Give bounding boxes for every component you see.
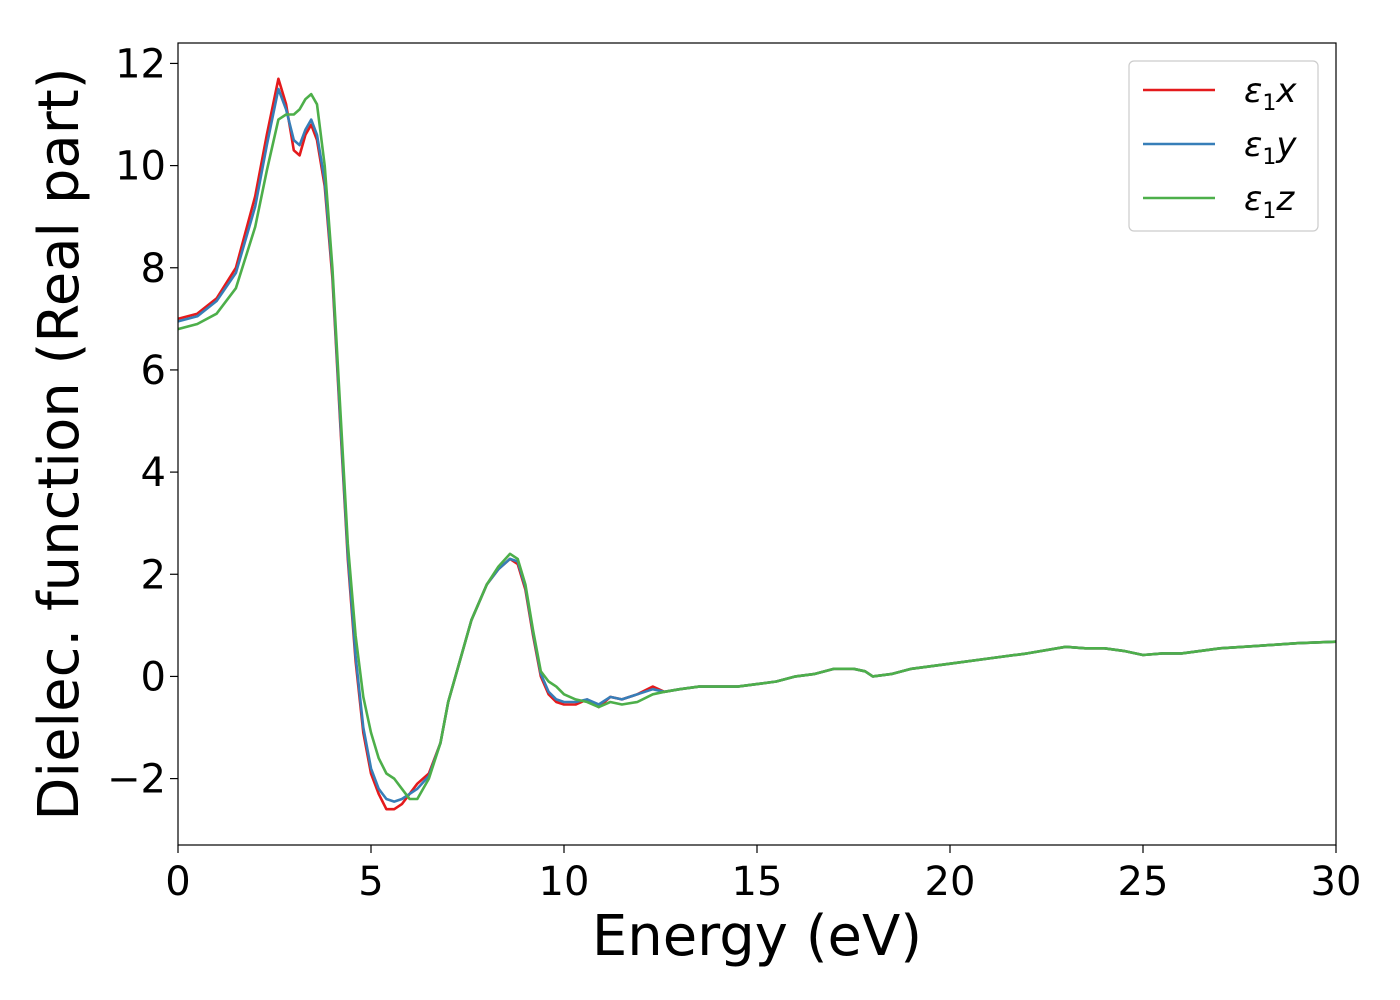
y-tick-label: 12 <box>115 41 166 87</box>
legend-entry-z: ε1z <box>1143 179 1295 224</box>
x-tick-label: 10 <box>539 859 590 905</box>
x-axis-label: Energy (eV) <box>592 904 922 969</box>
x-tick-label: 25 <box>1118 859 1169 905</box>
legend-label: ε1x <box>1244 71 1297 116</box>
legend-entries: ε1x ε1y ε1z <box>1143 71 1297 224</box>
legend-box <box>1128 60 1319 232</box>
legend-label: ε1y <box>1244 125 1297 170</box>
y-tick-label: 2 <box>141 552 166 598</box>
y-tick-label: 8 <box>141 246 166 292</box>
y-axis-label: Dielec. function (Real part) <box>27 67 92 820</box>
y-tick-label: 0 <box>141 654 166 700</box>
ticks-layer: 0 5 10 15 20 25 30 −2 0 2 4 6 8 10 12 <box>107 41 1361 905</box>
legend-label: ε1z <box>1244 179 1295 224</box>
y-tick-label: 4 <box>141 450 166 496</box>
legend-entry-x: ε1x <box>1143 71 1297 116</box>
legend-entry-y: ε1y <box>1143 125 1297 170</box>
x-tick-label: 30 <box>1311 859 1362 905</box>
x-tick-label: 20 <box>925 859 976 905</box>
y-tick-label: −2 <box>107 757 166 803</box>
y-tick-label: 10 <box>115 144 166 190</box>
x-tick-label: 0 <box>165 859 190 905</box>
series-line-z <box>178 92 1336 801</box>
series-layer <box>178 77 1336 811</box>
y-tick-label: 6 <box>141 348 166 394</box>
x-tick-label: 15 <box>732 859 783 905</box>
legend: ε1x ε1y ε1z <box>1128 60 1319 232</box>
x-tick-label: 5 <box>358 859 383 905</box>
